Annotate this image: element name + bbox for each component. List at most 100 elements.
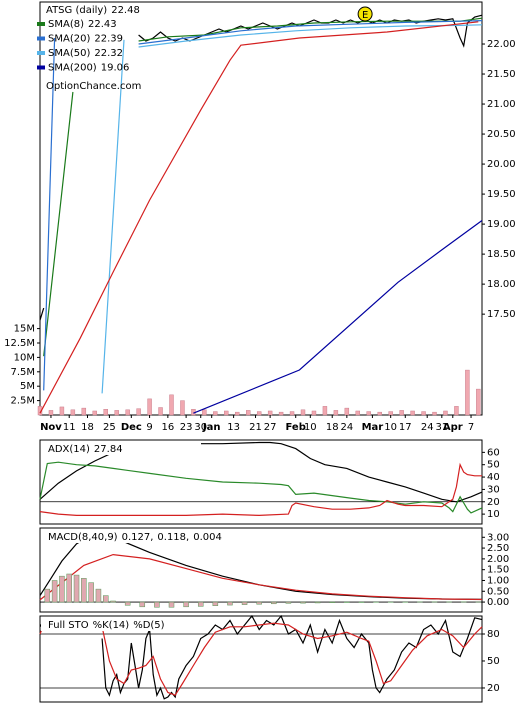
volume-bar (432, 411, 437, 416)
histogram-bar (88, 582, 94, 603)
y-tick-label: 22.00 (487, 39, 516, 50)
volume-bar (410, 410, 415, 416)
x-tick-label: Feb (286, 422, 306, 433)
panel-title: MACD(8,40,9) (48, 532, 118, 543)
volume-bar (421, 411, 426, 416)
last-value: 22.48 (111, 5, 140, 16)
y-tick-label: 20 (487, 497, 500, 508)
legend-label: SMA(50) (48, 48, 90, 59)
volume-bar (92, 410, 97, 416)
y-tick-label: 2.00 (487, 554, 509, 565)
volume-bar (147, 398, 152, 416)
histogram-bar (44, 588, 51, 603)
histogram-bar (81, 578, 87, 603)
volume-bar (114, 410, 119, 416)
histogram-bar (95, 588, 102, 603)
x-tick-label: 23 (180, 422, 193, 433)
x-tick-label: 10 (384, 422, 397, 433)
header-bg (41, 442, 201, 455)
volume-bar (454, 406, 459, 416)
series-line (39, 461, 483, 514)
volume-bar (103, 409, 108, 416)
volume-bar (169, 394, 174, 416)
y-tick-label: 1.50 (487, 565, 509, 576)
header-bg (41, 530, 201, 543)
panel-frame (39, 615, 483, 703)
annotation-marker (357, 6, 373, 22)
histogram-bar (154, 601, 160, 608)
y-tick-label: 40 (487, 472, 500, 483)
histogram-bar (103, 595, 109, 603)
legend-swatch (37, 65, 45, 70)
series-line (39, 462, 482, 517)
legend-swatch (37, 36, 45, 41)
legend-value: 22.39 (94, 34, 123, 45)
x-tick-label: 25 (103, 422, 116, 433)
histogram-bar (271, 601, 277, 605)
volume-bar (213, 411, 218, 416)
y-tick-label: 20.00 (487, 159, 516, 170)
x-tick-label: 10 (304, 422, 317, 433)
volume-tick-label: 7.5M (10, 367, 35, 378)
x-tick-label: 18 (326, 422, 339, 433)
y-tick-label: 20.50 (487, 129, 516, 140)
histogram-bar (197, 601, 204, 607)
legend-value: 22.32 (94, 48, 123, 59)
y-tick-label: 0.00 (487, 597, 509, 608)
y-tick-label: 17.50 (487, 309, 516, 320)
histogram-bar (51, 580, 58, 603)
y-tick-label: 60 (487, 447, 500, 458)
y-tick-label: 2.50 (487, 543, 509, 554)
legend-label: SMA(8) (48, 19, 84, 30)
y-tick-label: 18.50 (487, 249, 516, 260)
volume-bar (355, 410, 361, 416)
histogram-bar (73, 574, 80, 603)
histogram-bar (241, 601, 248, 605)
volume-bar (465, 369, 470, 416)
x-tick-label: 7 (468, 422, 474, 433)
y-tick-label: 21.00 (487, 99, 516, 110)
volume-bar (300, 409, 306, 416)
y-tick-label: 50 (487, 460, 500, 471)
y-tick-label: 18.00 (487, 279, 516, 290)
volume-bar (136, 408, 141, 416)
x-tick-label: 9 (146, 422, 152, 433)
y-tick-label: 0.50 (487, 586, 509, 597)
legend-label: SMA(200) (48, 63, 97, 74)
y-tick-label: 30 (487, 484, 500, 495)
volume-bar (224, 410, 229, 416)
volume-bar (366, 411, 371, 416)
volume-tick-label: 5M (20, 381, 35, 392)
histogram-bar (183, 601, 189, 608)
x-tick-label: 13 (227, 422, 240, 433)
x-tick-label: 17 (399, 422, 412, 433)
histogram-bar (212, 601, 219, 606)
volume-bar (388, 411, 393, 416)
volume-bar (267, 410, 273, 416)
volume-bar (59, 406, 65, 416)
histogram-bar (227, 601, 233, 606)
volume-bar (443, 410, 448, 416)
watermark: OptionChance.com (46, 81, 141, 92)
volume-bar (202, 409, 207, 416)
volume-bar (235, 411, 240, 416)
x-tick-label: 30 (194, 422, 207, 433)
x-tick-label: 16 (161, 422, 174, 433)
volume-bar (399, 410, 404, 416)
series-line (39, 553, 483, 601)
histogram-bar (124, 601, 131, 606)
volume-bar (158, 407, 163, 416)
y-tick-label: 21.50 (487, 69, 516, 80)
y-tick-label: 19.50 (487, 189, 516, 200)
histogram-bar (329, 601, 335, 603)
histogram-bar (285, 601, 292, 604)
legend-label: %K(14) (93, 620, 130, 631)
series-line (39, 21, 479, 414)
volume-bar (81, 407, 87, 416)
legend-value: 19.06 (101, 63, 130, 74)
legend-label: ADX(14) (48, 444, 90, 455)
volume-tick-label: 12.5M (4, 338, 35, 349)
volume-bar (125, 409, 130, 416)
series-line (101, 24, 483, 394)
